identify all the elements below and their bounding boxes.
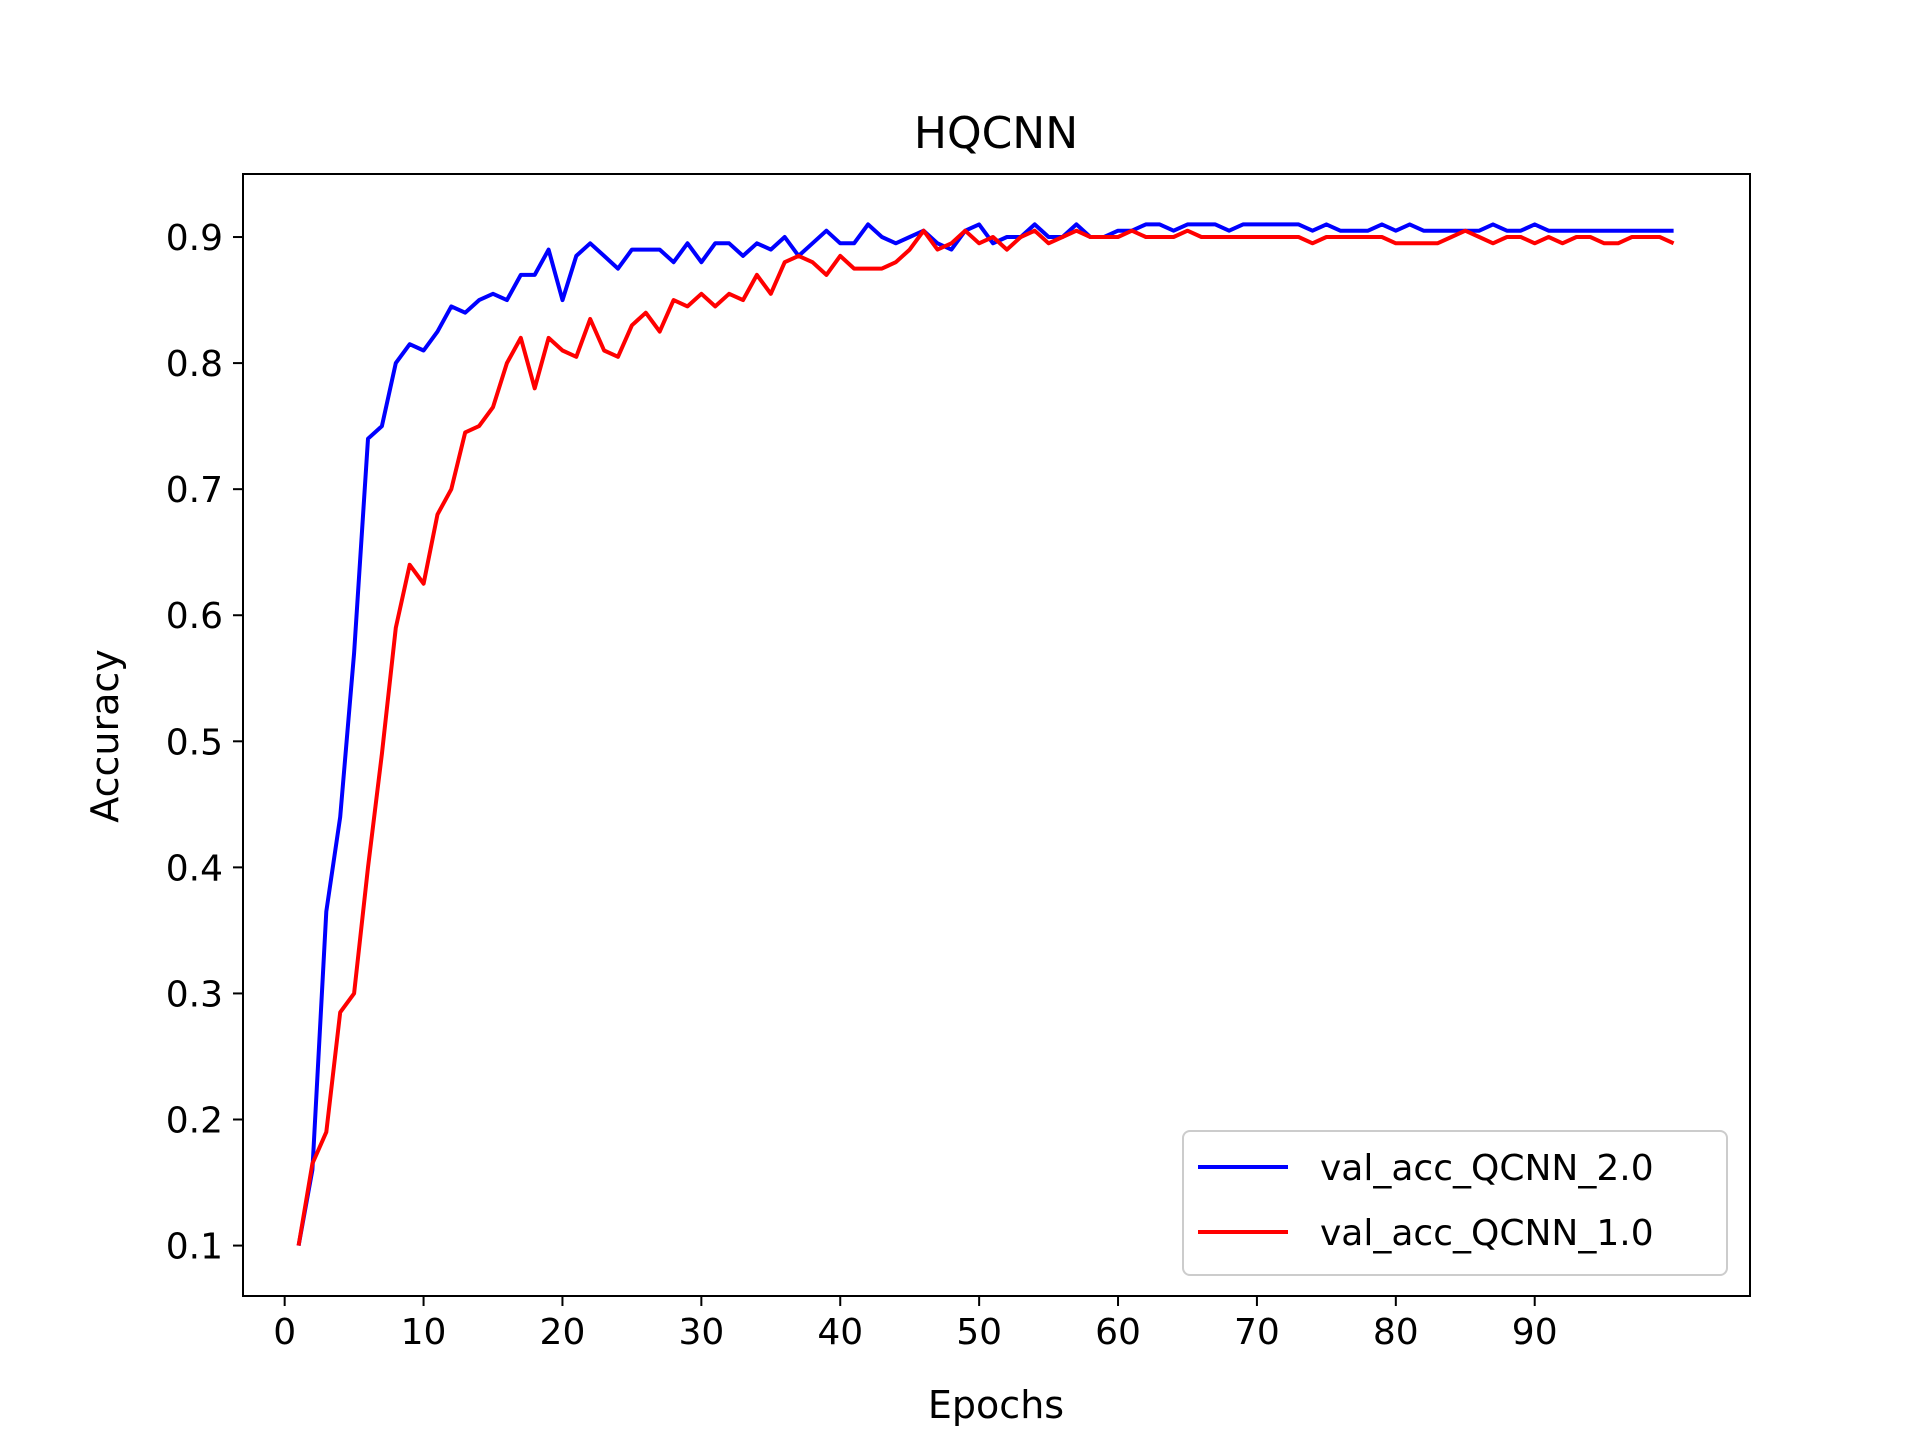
x-tick-label: 70 [1234,1312,1280,1353]
legend-box [1182,1130,1728,1276]
y-tick-label: 0.5 [166,722,223,763]
legend-label-2: val_acc_QCNN_1.0 [1320,1213,1654,1254]
x-axis-label: Epochs [928,1383,1064,1427]
x-tick-label: 90 [1512,1312,1558,1353]
y-tick-label: 0.1 [166,1227,223,1268]
axes: 0 10 20 30 40 50 60 70 80 90 0.1 0.2 0.3 0.4 0.5 0.6 0.7… [166,173,1751,1353]
y-tick-label: 0.7 [166,470,223,511]
x-tick-label: 20 [540,1312,586,1353]
series-line-1 [296,222,1674,1246]
plot-area [296,222,1675,1246]
x-tick-label: 60 [1095,1312,1141,1353]
axes-frame [242,173,1751,1297]
y-tick-label: 0.3 [166,974,223,1015]
y-tick-label: 0.8 [166,344,223,385]
x-tick-label: 0 [273,1312,296,1353]
chart-title: HQCNN [914,108,1078,159]
y-axis-label: Accuracy [83,649,127,823]
y-tick-label: 0.4 [166,848,223,889]
legend: val_acc_QCNN_2.0 val_acc_QCNN_1.0 [1182,1130,1728,1276]
y-tick-label: 0.6 [166,596,223,637]
series-line-2 [296,228,1675,1246]
x-tick-label: 30 [678,1312,724,1353]
y-tick-label: 0.9 [166,218,223,259]
x-tick-label: 40 [817,1312,863,1353]
x-tick-label: 10 [401,1312,447,1353]
x-tick-label: 50 [956,1312,1002,1353]
x-tick-label: 80 [1373,1312,1419,1353]
y-tick-label: 0.2 [166,1101,223,1142]
legend-label-1: val_acc_QCNN_2.0 [1320,1148,1654,1189]
